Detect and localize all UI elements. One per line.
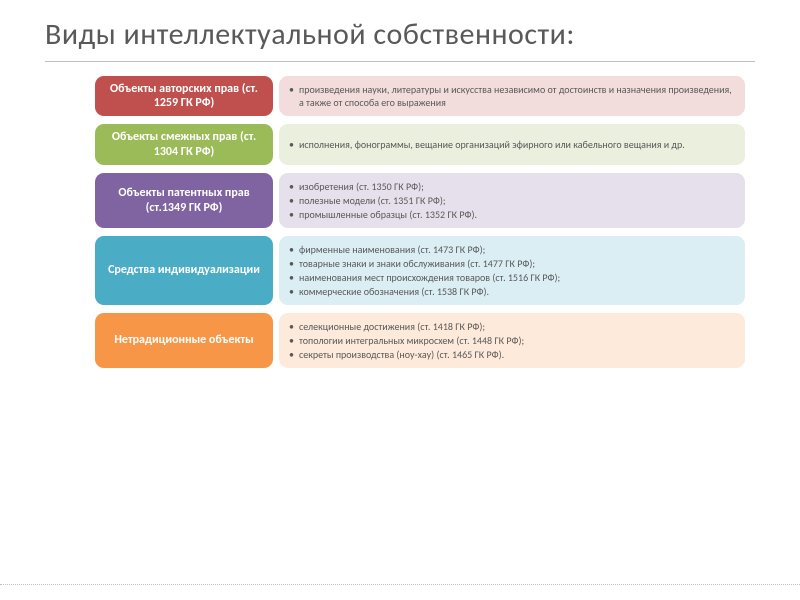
row-description: изобретения (ст. 1350 ГК РФ);полезные мо… bbox=[279, 173, 745, 228]
row-label: Средства индивидуализации bbox=[95, 236, 273, 305]
title-underline bbox=[45, 61, 755, 62]
diagram-row: Нетрадиционные объекты селекционные дости… bbox=[95, 313, 745, 368]
row-item: селекционные достижения (ст. 1418 ГК РФ)… bbox=[289, 320, 735, 333]
page-title: Виды интеллектуальной собственности: bbox=[45, 18, 755, 53]
row-item: топологии интегральных микросхем (ст. 14… bbox=[289, 334, 735, 347]
row-label: Объекты патентных прав (ст.1349 ГК РФ) bbox=[95, 173, 273, 228]
row-item: исполнения, фонограммы, вещание организа… bbox=[289, 138, 735, 151]
slide: Виды интеллектуальной собственности: Объ… bbox=[0, 0, 800, 376]
row-item: коммерческие обозначения (ст. 1538 ГК РФ… bbox=[289, 285, 735, 298]
row-description: селекционные достижения (ст. 1418 ГК РФ)… bbox=[279, 313, 745, 368]
diagram-row: Объекты патентных прав (ст.1349 ГК РФ)из… bbox=[95, 173, 745, 228]
row-label: Нетрадиционные объекты bbox=[95, 313, 273, 368]
diagram-row: Объекты авторских прав (ст. 1259 ГК РФ) п… bbox=[95, 76, 745, 117]
row-description: произведения науки, литературы и искусст… bbox=[279, 76, 745, 117]
row-label: Объекты авторских прав (ст. 1259 ГК РФ) bbox=[95, 76, 273, 117]
row-item: изобретения (ст. 1350 ГК РФ); bbox=[289, 180, 735, 193]
row-item: секреты производства (ноу-хау) (ст. 1465… bbox=[289, 348, 735, 361]
row-label: Объекты смежных прав (ст. 1304 ГК РФ) bbox=[95, 124, 273, 165]
row-item: фирменные наименования (ст. 1473 ГК РФ); bbox=[289, 243, 735, 256]
row-item: полезные модели (ст. 1351 ГК РФ); bbox=[289, 194, 735, 207]
diagram-row: Объекты смежных прав (ст. 1304 ГК РФ) исп… bbox=[95, 124, 745, 165]
footer-border bbox=[0, 584, 800, 600]
row-description: фирменные наименования (ст. 1473 ГК РФ);… bbox=[279, 236, 745, 305]
row-item: промышленные образцы (ст. 1352 ГК РФ). bbox=[289, 208, 735, 221]
row-item: наименования мест происхождения товаров … bbox=[289, 271, 735, 284]
row-item: произведения науки, литературы и искусст… bbox=[289, 83, 735, 109]
diagram-row: Средства индивидуализациифирменные наиме… bbox=[95, 236, 745, 305]
diagram-rows: Объекты авторских прав (ст. 1259 ГК РФ) п… bbox=[45, 76, 755, 369]
row-description: исполнения, фонограммы, вещание организа… bbox=[279, 124, 745, 165]
row-item: товарные знаки и знаки обслуживания (ст.… bbox=[289, 257, 735, 270]
